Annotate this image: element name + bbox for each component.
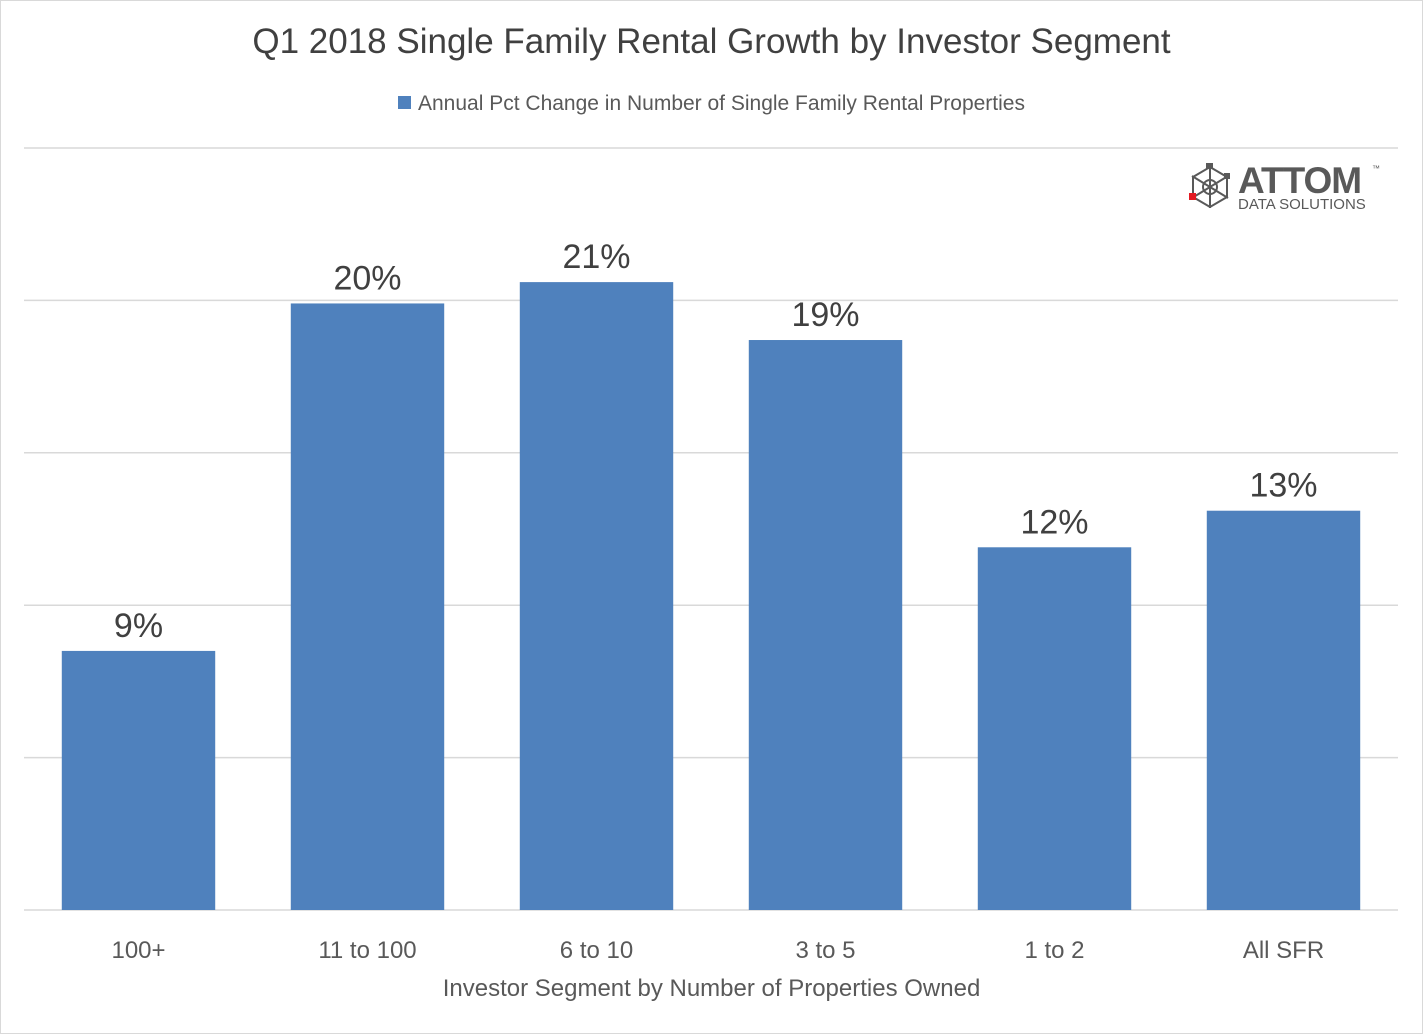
data-label-4: 12% <box>1020 503 1088 541</box>
legend-swatch <box>398 96 411 109</box>
chart-title: Q1 2018 Single Family Rental Growth by I… <box>252 22 1171 61</box>
data-label-3: 19% <box>791 296 859 334</box>
bar-5 <box>1206 510 1361 910</box>
bar-4 <box>977 547 1132 910</box>
x-tick-label-2: 6 to 10 <box>560 937 633 964</box>
x-tick-label-3: 3 to 5 <box>795 937 855 964</box>
logo-trademark: ™ <box>1372 164 1380 173</box>
x-axis-label: Investor Segment by Number of Properties… <box>442 975 981 1002</box>
data-label-5: 13% <box>1249 467 1317 505</box>
x-tick-label-1: 11 to 100 <box>318 937 416 964</box>
bar-0 <box>61 650 216 910</box>
data-label-1: 20% <box>333 259 401 297</box>
logo-wordmark: ATTOM <box>1238 160 1362 201</box>
logo-subtitle: DATA SOLUTIONS <box>1238 196 1366 213</box>
bar-2 <box>519 282 674 910</box>
x-tick-label-5: All SFR <box>1243 937 1324 964</box>
legend: Annual Pct Change in Number of Single Fa… <box>0 92 1423 116</box>
bar-3 <box>748 340 903 910</box>
data-label-2: 21% <box>562 238 630 276</box>
bar-1 <box>290 303 445 910</box>
legend-label: Annual Pct Change in Number of Single Fa… <box>418 92 1025 115</box>
x-tick-label-4: 1 to 2 <box>1024 937 1084 964</box>
x-tick-label-0: 100+ <box>111 937 165 964</box>
attom-logo: ATTOM ™ DATA SOLUTIONS <box>1188 160 1388 218</box>
network-icon <box>1189 163 1230 209</box>
data-label-0: 9% <box>114 607 163 645</box>
